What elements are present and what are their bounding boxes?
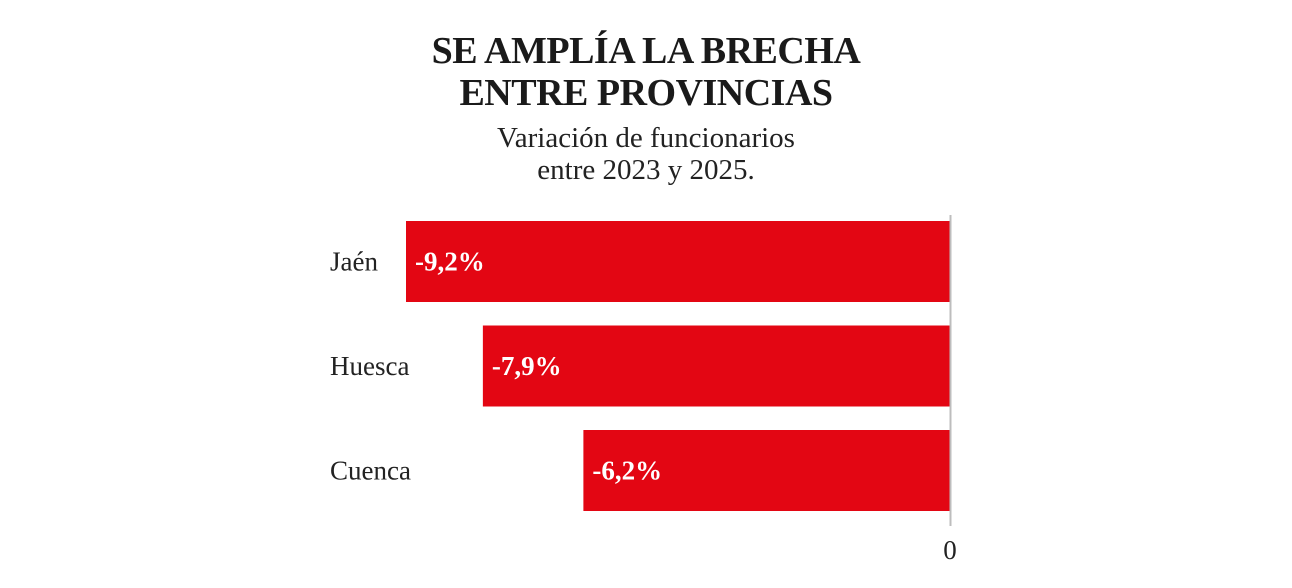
- bar-0: [406, 221, 950, 302]
- data-label-2: -6,2%: [592, 456, 662, 486]
- category-label-2: Cuenca: [330, 456, 411, 486]
- category-label-0: Jaén: [330, 247, 378, 277]
- chart-subtitle-line-1: Variación de funcionarios: [497, 122, 795, 154]
- bar-2: [583, 430, 950, 511]
- data-label-0: -9,2%: [415, 247, 485, 277]
- data-label-1: -7,9%: [492, 351, 562, 381]
- chart-title-line-2: ENTRE PROVINCIAS: [459, 72, 833, 114]
- x-tick-label-0: 0: [943, 535, 957, 565]
- bar-1: [482, 325, 950, 407]
- chart-title-line-1: SE AMPLÍA LA BRECHA: [431, 30, 861, 72]
- chart-subtitle-line-2: entre 2023 y 2025.: [537, 154, 755, 186]
- category-label-1: Huesca: [330, 351, 409, 381]
